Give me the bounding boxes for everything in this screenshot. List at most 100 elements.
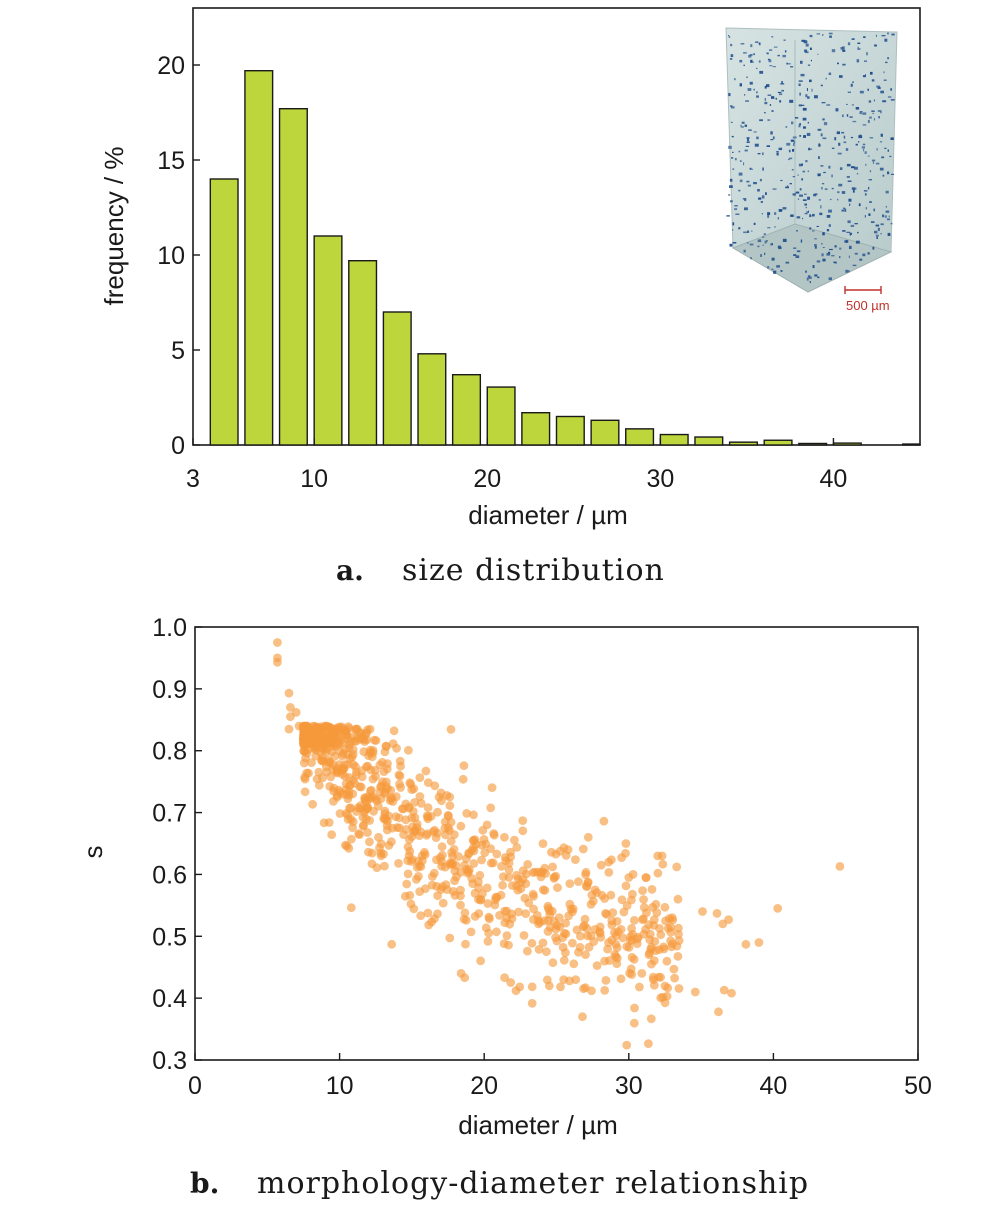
inset-particle (804, 193, 807, 195)
inset-particle (809, 79, 812, 83)
inset-particle (751, 168, 754, 170)
inset-particle (730, 105, 733, 107)
scatter-point (523, 946, 532, 956)
inset-particle (875, 234, 879, 237)
inset-particle (800, 60, 803, 64)
inset-particle (778, 147, 783, 151)
scatter-point (504, 865, 514, 875)
scatter-point (497, 862, 506, 871)
inset-particle (743, 162, 745, 166)
scatter-point (653, 851, 663, 861)
scatter-point (384, 811, 393, 821)
scatter-point (437, 857, 447, 866)
inset-particle (790, 66, 794, 68)
scatter-point (646, 944, 656, 954)
scatter-point (474, 877, 483, 887)
inset-particle (769, 65, 773, 67)
x-tick-label: 40 (820, 465, 848, 493)
inset-particle (778, 209, 783, 212)
inset-particle (806, 277, 809, 281)
scatter-point (396, 783, 405, 792)
inset-particle (879, 141, 883, 143)
scatter-point (579, 984, 588, 994)
scatter-point (342, 730, 351, 739)
inset-particle (745, 145, 750, 147)
scatter-point (363, 828, 372, 837)
inset-particle (771, 96, 775, 99)
inset-particle (750, 59, 753, 63)
panel-b-scatter: 0 10 20 30 40 50 0.3 0.4 0.5 0.6 0.7 0.8 0.9 1.0 dia… (78, 614, 932, 1201)
inset-particle (816, 225, 819, 227)
inset-particle (744, 198, 747, 202)
scatter-point (342, 841, 352, 851)
scatter-point (500, 918, 510, 928)
inset-particle (788, 158, 790, 161)
scatter-point (450, 876, 459, 886)
inset-particle (729, 58, 733, 60)
inset-particle (863, 36, 866, 38)
inset-particle (847, 180, 852, 182)
scatter-point (558, 933, 568, 943)
scatter-point (659, 944, 669, 954)
scatter-point (666, 927, 676, 937)
scatter-point (578, 844, 588, 854)
scatter-point (581, 950, 590, 960)
inset-particle (731, 157, 734, 159)
inset-particle (767, 119, 771, 121)
scatter-point (506, 847, 515, 857)
scatter-point (626, 964, 636, 974)
y-tick-label: 20 (157, 52, 185, 80)
inset-particle (728, 36, 731, 38)
inset-particle (814, 244, 817, 247)
inset-particle (869, 201, 872, 203)
inset-particle (738, 150, 741, 153)
scatter-point (381, 777, 391, 787)
histogram-bar (694, 436, 724, 446)
panel-b-caption-letter: b. (190, 1167, 219, 1200)
y-tick-label: 0.5 (152, 923, 187, 951)
histogram-bar (728, 441, 758, 446)
inset-particle (755, 41, 759, 43)
scatter-point (376, 782, 385, 792)
inset-particle (729, 243, 733, 247)
scatter-point (367, 785, 376, 795)
histogram-bar (348, 260, 378, 446)
inset-particle (757, 153, 761, 155)
inset-particle (797, 198, 800, 200)
inset-particle (807, 121, 809, 124)
inset-particle (805, 43, 809, 47)
scatter-point (548, 862, 557, 872)
scatter-point (565, 976, 574, 986)
scatter-point (348, 823, 357, 833)
inset-particle (871, 79, 875, 82)
inset-particle (743, 64, 745, 66)
scatter-point (510, 835, 519, 845)
inset-particle (761, 195, 765, 199)
inset-particle (828, 277, 832, 281)
inset-particle (880, 133, 883, 137)
scatter-point (606, 890, 616, 900)
inset-particle (858, 141, 860, 143)
inset-particle (887, 32, 889, 35)
panel-b-points (273, 638, 845, 1050)
inset-particle (874, 44, 877, 47)
inset-particle (821, 242, 823, 245)
scatter-point (603, 944, 612, 954)
scatter-point (387, 939, 397, 949)
scatter-point (639, 895, 648, 904)
inset-particle (744, 207, 748, 211)
scatter-point (365, 816, 374, 825)
scatter-point (518, 826, 528, 836)
scatter-point (644, 1039, 653, 1048)
scatter-point (332, 767, 342, 777)
scatter-point (299, 758, 309, 768)
inset-particle (802, 217, 804, 220)
inset-particle (837, 198, 839, 201)
inset-particle (823, 122, 828, 126)
inset-particle (890, 173, 895, 175)
scatter-point (519, 931, 529, 940)
inset-particle (863, 190, 868, 192)
scatter-point (672, 862, 682, 872)
scatter-point (647, 959, 656, 969)
inset-particle (834, 245, 837, 248)
